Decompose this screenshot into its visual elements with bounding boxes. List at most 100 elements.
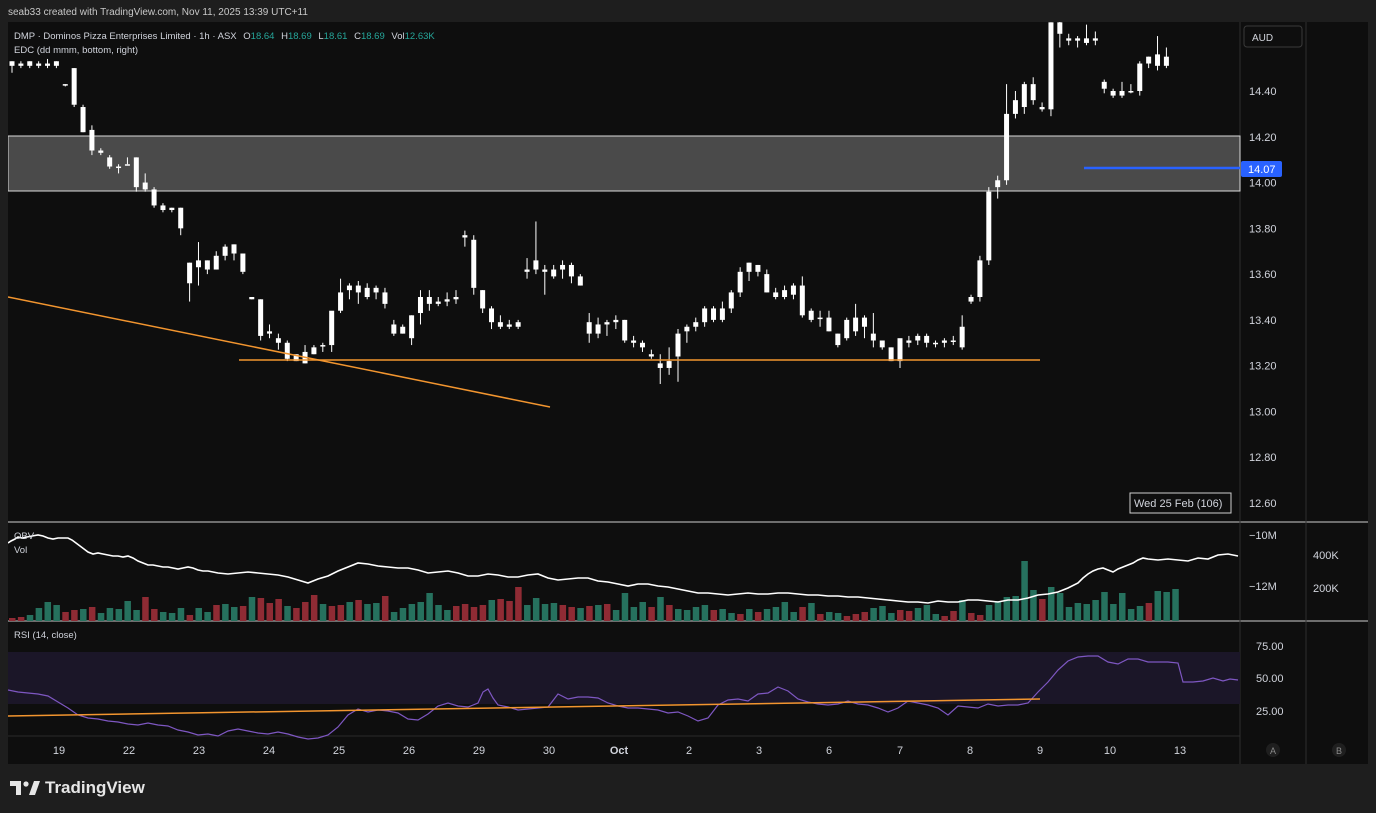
candle-body <box>320 345 326 347</box>
time-tick-label: 19 <box>53 745 65 757</box>
volume-bar <box>799 607 806 621</box>
candle-body <box>746 262 752 272</box>
time-tick-label: 6 <box>826 745 832 757</box>
candle-body <box>560 264 566 270</box>
tradingview-logo[interactable]: TradingView <box>10 778 145 798</box>
candle-body <box>1146 56 1152 64</box>
tradingview-logo-icon <box>10 781 40 795</box>
candle-body <box>595 324 601 334</box>
candle-body <box>657 363 663 368</box>
volume-bar <box>541 604 549 621</box>
volume-bar <box>959 600 966 621</box>
volume-bar <box>381 596 389 621</box>
volume-bar <box>1163 592 1170 621</box>
candle-body <box>577 276 583 286</box>
time-tick-label: 9 <box>1037 745 1043 757</box>
volume-bar <box>870 608 877 621</box>
volume-bar <box>248 597 256 621</box>
price-axis[interactable]: 14.40 14.20 14.00 13.80 13.60 13.40 13.20 13.00… <box>1249 86 1277 510</box>
volume-bar <box>825 612 833 621</box>
candle-body <box>338 292 344 311</box>
volume-bar <box>159 612 167 621</box>
candle-body <box>1137 63 1143 91</box>
candle-body <box>1119 91 1125 96</box>
time-tick-label: 24 <box>263 745 275 757</box>
date-range-box[interactable] <box>1129 492 1232 514</box>
candle-body <box>1101 81 1107 89</box>
volume-bar <box>266 603 274 621</box>
rsi-trendline[interactable] <box>7 698 1041 717</box>
rsi-level: 25.00 <box>1256 706 1284 718</box>
scale-b-button[interactable] <box>1332 743 1346 757</box>
volume-bar <box>710 610 718 621</box>
candle-body <box>1048 22 1054 110</box>
candle-body <box>755 264 761 272</box>
volume-bar <box>923 605 931 621</box>
volume-bar <box>968 613 975 621</box>
currency-button[interactable] <box>1243 25 1303 48</box>
candle-body <box>364 287 370 297</box>
price-tick-label: 13.80 <box>1249 223 1277 235</box>
volume-bar <box>328 606 336 621</box>
price-chart-svg[interactable]: 14.40 14.20 14.00 13.80 13.60 13.40 13.20 13.00… <box>7 17 1368 764</box>
candle-body <box>986 191 992 261</box>
candle-body <box>924 335 930 343</box>
volume-bar <box>1154 591 1162 621</box>
candle-body <box>906 340 912 343</box>
candle-body <box>506 324 512 327</box>
price-tick-label: 14.40 <box>1249 86 1277 98</box>
time-tick-label: 30 <box>543 745 555 757</box>
descending-trendline[interactable] <box>7 296 551 408</box>
volume-bar <box>124 601 131 621</box>
volume-bar <box>985 605 993 621</box>
chart-area[interactable]: 14.40 14.20 14.00 13.80 13.60 13.40 13.20 13.00… <box>7 17 1368 764</box>
candle-body <box>702 308 708 323</box>
volume-bar <box>515 587 522 621</box>
candle-body <box>1092 38 1098 41</box>
volume-bar <box>692 607 700 621</box>
time-tick-label: 26 <box>403 745 415 757</box>
candle-body <box>1021 84 1027 108</box>
auto-scale-button[interactable] <box>1266 743 1280 757</box>
candle-body <box>835 333 841 346</box>
volume-bar <box>373 603 380 621</box>
candle-body <box>1066 38 1072 41</box>
resistance-zone[interactable] <box>7 135 1241 192</box>
candle-body <box>160 205 166 211</box>
low-value: 18.61 <box>324 31 348 42</box>
time-tick-label: 3 <box>756 745 762 757</box>
candle-body <box>435 301 441 304</box>
volume-bar <box>586 606 593 621</box>
candle-body <box>773 292 779 297</box>
candle-body <box>639 342 645 348</box>
volume-bar <box>71 610 78 621</box>
candle-body <box>631 340 637 343</box>
candle-body <box>648 354 654 357</box>
close-value: 18.69 <box>361 31 385 42</box>
volume-bar <box>888 613 895 621</box>
candle-body <box>995 180 1001 188</box>
time-tick-label: Oct <box>610 745 629 757</box>
vol-axis-label: 400K <box>1313 550 1339 562</box>
volume-bar <box>976 615 984 621</box>
current-price-badge[interactable] <box>1241 161 1282 177</box>
time-tick-label: 22 <box>123 745 135 757</box>
price-tick-label: 12.80 <box>1249 452 1277 464</box>
volume-bar <box>1145 603 1153 621</box>
time-tick-label: 29 <box>473 745 485 757</box>
candle-body <box>1039 107 1045 110</box>
volume-bar <box>666 605 673 621</box>
volume-bar <box>701 605 709 621</box>
candle-body <box>80 107 86 133</box>
obv-axis-label: −12M <box>1249 581 1277 593</box>
time-axis[interactable]: 19 22 23 24 25 26 29 30 Oct 2 3 6 7 8 9 10 13 <box>53 745 1186 757</box>
candle-body <box>133 157 139 188</box>
volume-bar <box>1021 561 1028 621</box>
volume-bar <box>852 614 860 621</box>
volume-bar <box>524 605 531 621</box>
candle-body <box>968 297 974 302</box>
volume-bar <box>577 608 584 621</box>
volume-bar <box>879 606 886 621</box>
candle-body <box>142 182 148 190</box>
candle-body <box>98 150 104 153</box>
